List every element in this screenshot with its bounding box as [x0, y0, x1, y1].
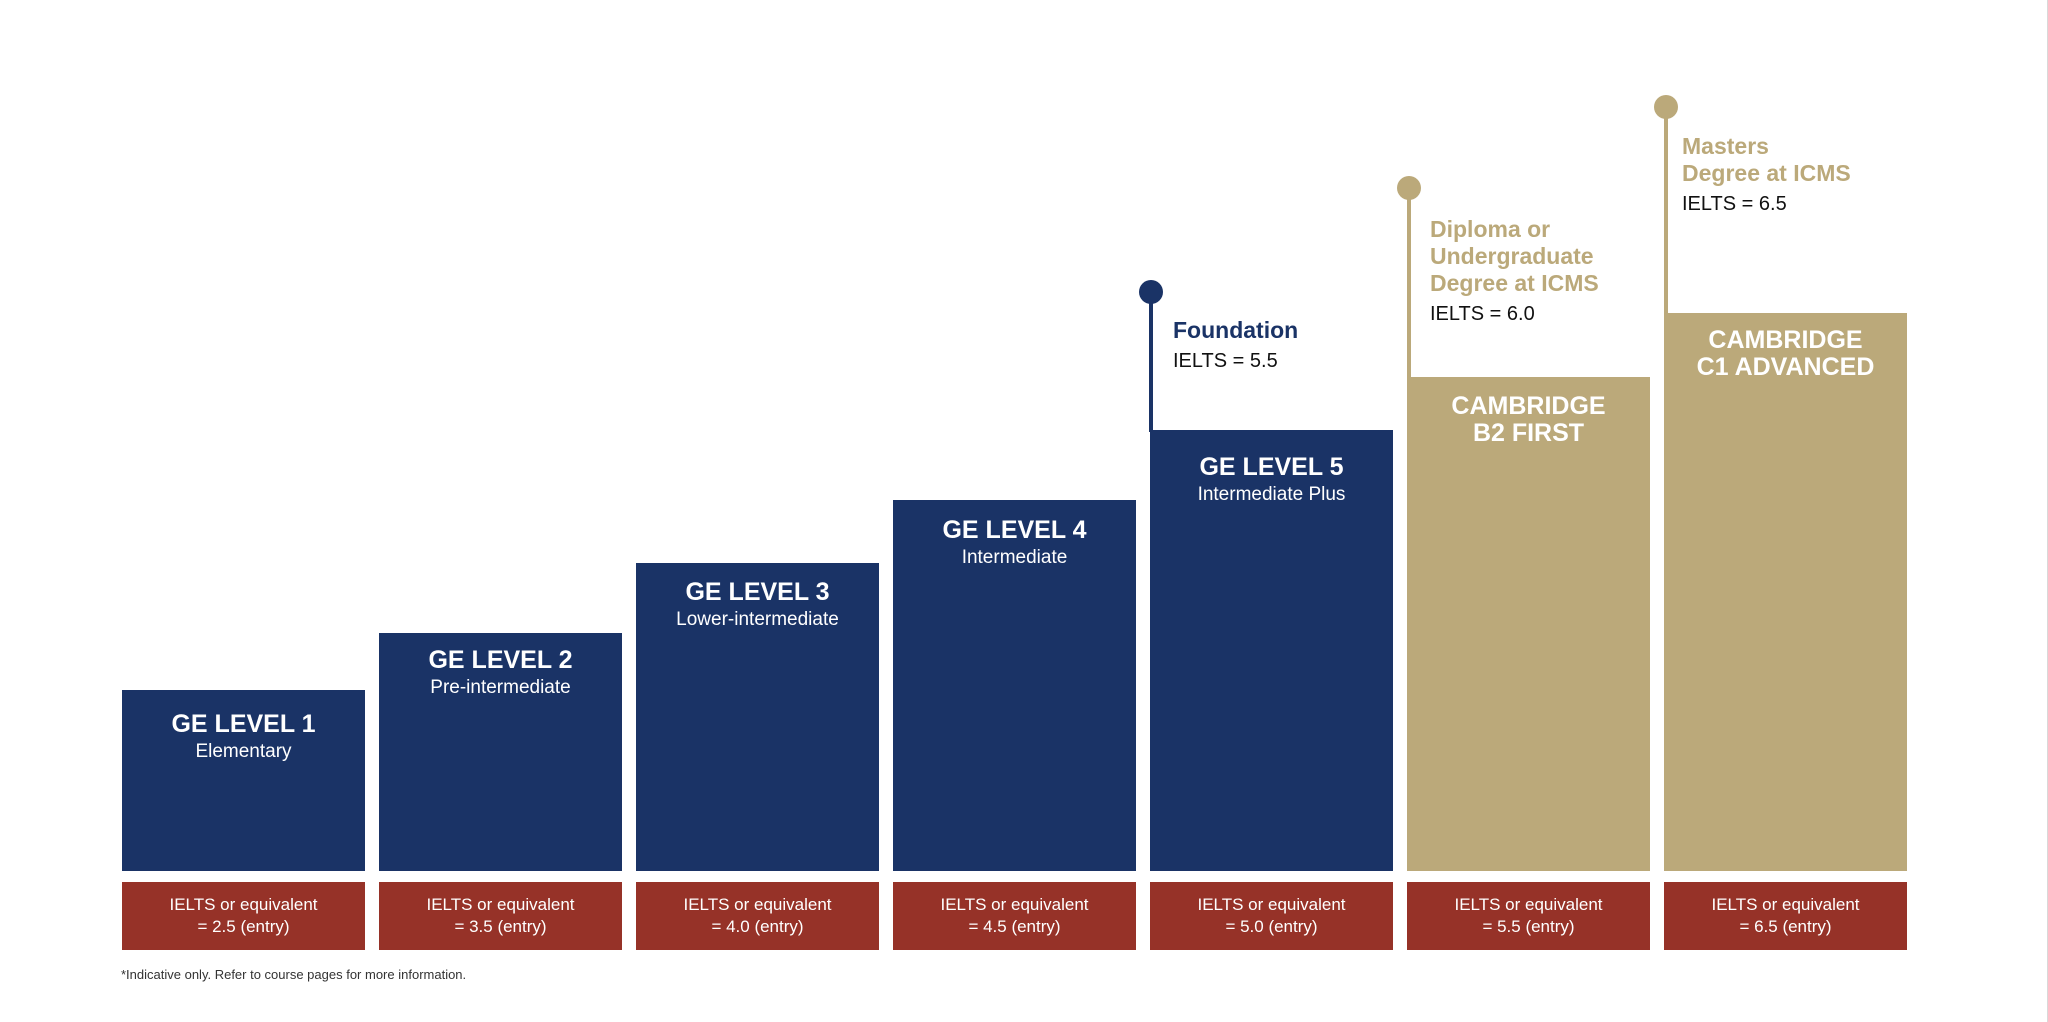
- level-subtitle: Pre-intermediate: [430, 677, 571, 698]
- level-bar-3: GE LEVEL 3 Lower-intermediate: [636, 563, 879, 871]
- entry-box-4: IELTS or equivalent = 4.5 (entry): [893, 882, 1136, 950]
- entry-text: IELTS or equivalent = 5.5 (entry): [1454, 895, 1603, 936]
- footnote: *Indicative only. Refer to course pages …: [121, 967, 467, 982]
- level-subtitle: Intermediate: [961, 547, 1068, 568]
- entry-box-6: IELTS or equivalent = 5.5 (entry): [1407, 882, 1650, 950]
- level-bar-1: GE LEVEL 1 Elementary: [122, 690, 365, 871]
- outcome-ielts: IELTS = 5.5: [1173, 350, 1278, 372]
- entry-text: IELTS or equivalent = 5.0 (entry): [1197, 895, 1346, 936]
- entry-text: IELTS or equivalent = 4.0 (entry): [683, 895, 832, 936]
- level-title: GE LEVEL 2: [428, 646, 573, 674]
- level-bar-b2-first: CAMBRIDGE B2 FIRST: [1407, 377, 1650, 871]
- outcome-title: Foundation: [1173, 317, 1299, 343]
- masters-pin-stem: [1664, 107, 1668, 315]
- level-title: CAMBRIDGE B2 FIRST: [1451, 392, 1606, 447]
- entry-box-1: IELTS or equivalent = 2.5 (entry): [122, 882, 365, 950]
- level-title: GE LEVEL 4: [942, 516, 1087, 544]
- entry-box-7: IELTS or equivalent = 6.5 (entry): [1664, 882, 1907, 950]
- entry-text: IELTS or equivalent = 4.5 (entry): [940, 895, 1089, 936]
- level-subtitle: Intermediate Plus: [1197, 484, 1346, 505]
- entry-box-5: IELTS or equivalent = 5.0 (entry): [1150, 882, 1393, 950]
- level-subtitle: Elementary: [195, 741, 292, 762]
- outcome-masters: Masters Degree at ICMS IELTS = 6.5: [1682, 133, 1922, 216]
- level-bar-5: GE LEVEL 5 Intermediate Plus: [1150, 430, 1393, 871]
- diploma-pin-dot: [1397, 176, 1421, 200]
- masters-pin-dot: [1654, 95, 1678, 119]
- level-subtitle: Lower-intermediate: [676, 609, 839, 630]
- outcome-foundation: Foundation IELTS = 5.5: [1173, 317, 1403, 373]
- entry-box-3: IELTS or equivalent = 4.0 (entry): [636, 882, 879, 950]
- level-bar-4: GE LEVEL 4 Intermediate: [893, 500, 1136, 871]
- outcome-ielts: IELTS = 6.0: [1430, 303, 1535, 325]
- outcome-title: Diploma or Undergraduate Degree at ICMS: [1430, 216, 1599, 296]
- entry-text: IELTS or equivalent = 3.5 (entry): [426, 895, 575, 936]
- diploma-pin-stem: [1407, 188, 1411, 379]
- foundation-pin-dot: [1139, 280, 1163, 304]
- outcome-diploma: Diploma or Undergraduate Degree at ICMS …: [1430, 216, 1670, 326]
- entry-text: IELTS or equivalent = 6.5 (entry): [1711, 895, 1860, 936]
- level-title: CAMBRIDGE C1 ADVANCED: [1696, 326, 1875, 381]
- entry-text: IELTS or equivalent = 2.5 (entry): [169, 895, 318, 936]
- level-title: GE LEVEL 1: [171, 710, 316, 738]
- entry-box-2: IELTS or equivalent = 3.5 (entry): [379, 882, 622, 950]
- outcome-title: Masters Degree at ICMS: [1682, 133, 1851, 186]
- outcome-ielts: IELTS = 6.5: [1682, 193, 1787, 215]
- level-bar-c1-advanced: CAMBRIDGE C1 ADVANCED: [1664, 313, 1907, 871]
- foundation-pin-stem: [1149, 292, 1153, 432]
- level-title: GE LEVEL 5: [1199, 453, 1344, 481]
- level-bar-2: GE LEVEL 2 Pre-intermediate: [379, 633, 622, 871]
- level-title: GE LEVEL 3: [685, 578, 830, 606]
